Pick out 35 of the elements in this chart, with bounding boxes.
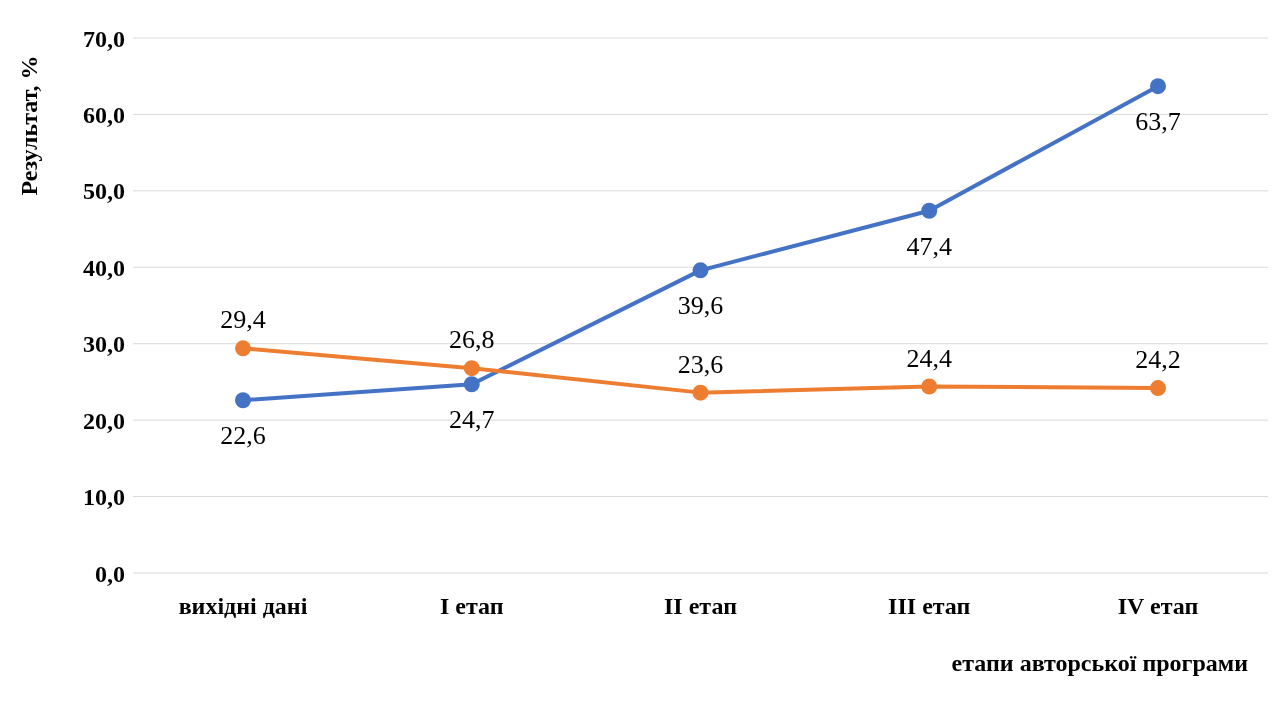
point: [463, 360, 480, 377]
point: [1150, 78, 1166, 95]
x-tick-label: ІV етап: [1117, 593, 1199, 620]
y-tick-label: 50,0: [83, 178, 125, 205]
y-tick-label: 10,0: [83, 484, 125, 511]
point: [921, 378, 938, 395]
point: [235, 340, 251, 357]
data-label: 22,6: [220, 421, 266, 451]
data-label: 24,4: [906, 343, 952, 373]
x-tick-label: ІІ етап: [664, 593, 738, 620]
data-label: 24,7: [449, 405, 495, 435]
data-label: 39,6: [677, 291, 724, 321]
point: [692, 262, 709, 279]
y-tick-label: 30,0: [83, 331, 125, 358]
data-label: 26,8: [449, 325, 495, 355]
point: [463, 376, 480, 393]
point: [692, 384, 709, 401]
point: [921, 202, 938, 219]
data-label: 24,2: [1135, 345, 1181, 375]
point: [1150, 380, 1166, 397]
y-tick-label: 20,0: [83, 407, 125, 434]
y-tick-label: 0,0: [95, 560, 125, 587]
y-tick-label: 40,0: [83, 254, 125, 281]
data-label: 29,4: [220, 305, 266, 335]
y-tick-label: 60,0: [83, 101, 125, 128]
y-axis-title: Результат, %: [15, 55, 42, 196]
x-tick-label: І етап: [439, 593, 504, 620]
x-tick-label: вихідні дані: [178, 593, 308, 620]
y-tick-label: 70,0: [83, 25, 125, 52]
data-label: 23,6: [677, 349, 724, 379]
point: [235, 392, 251, 409]
x-axis-title: етапи авторської програми: [951, 650, 1248, 677]
data-label: 47,4: [906, 231, 952, 261]
data-label: 63,7: [1135, 107, 1181, 137]
x-tick-label: ІІІ етап: [888, 593, 971, 620]
